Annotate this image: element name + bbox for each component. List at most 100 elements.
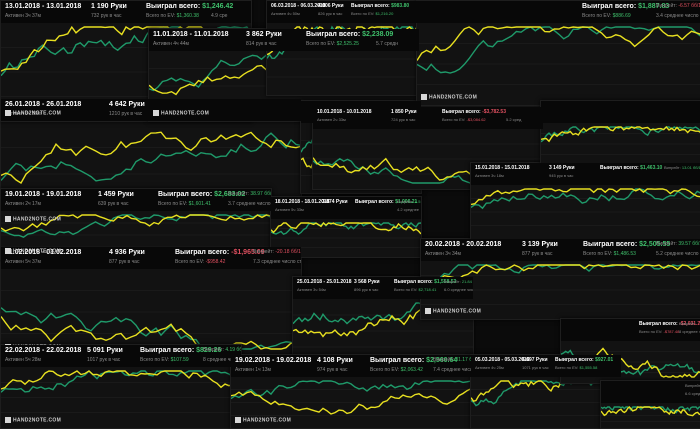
session-card: 25.01.2018 - 25.01.2018 Активен 3ч 54м 3 5…: [292, 276, 474, 364]
total-ev: Всего по EV: $107.59: [140, 357, 189, 363]
ev-label: Всего по EV:: [639, 329, 664, 334]
session-card: Выиграл всего: $1,887.83 Всего по EV: $88…: [416, 0, 700, 106]
avg-tables: 5.7 средн: [376, 41, 398, 47]
hands-count: 1 850 Руки: [391, 109, 417, 115]
session-header: Выиграл всего: -$2,031.77 Всего по EV: -$…: [561, 319, 700, 341]
winrate-value: -20.18 бб/100: [275, 249, 301, 255]
session-graph: [417, 26, 700, 85]
winrate-label: Винрейт:: [433, 357, 456, 363]
session-graph: [231, 380, 471, 416]
won-value: $927.01: [595, 357, 614, 363]
session-card: [540, 100, 700, 166]
won-value: $829.26: [196, 347, 222, 354]
session-graph: [541, 125, 700, 155]
winrate-value: 39.57 бб/100: [678, 241, 700, 247]
winrate-label: Винрейт:: [397, 199, 415, 204]
winrate: Винрейт: -20.18 бб/100: [253, 249, 301, 255]
won-value: $1,006.21: [395, 199, 418, 205]
winnings-line: [1, 370, 241, 390]
hands-count: 6 697 Руки: [522, 357, 548, 363]
active-time: Активен 4ч 25м: [475, 365, 504, 370]
won-label: Выиграл всего:: [140, 347, 197, 354]
winrate: Винрейт: 31.17 бб/100: [433, 357, 471, 363]
winrate-value: 4.5: [414, 199, 421, 204]
session-date: 06.03.2018 - 06.03.2018: [271, 3, 326, 9]
won-value: $2,560.64: [426, 357, 458, 364]
winrate: Винрейт: 4.19 бб/100: [203, 347, 241, 353]
hand2note-logo: HAND2NOTE.COM: [153, 109, 209, 116]
avg-tables: 3.7 среднее число столов: [228, 201, 271, 207]
avg-tables: 7.3 среднее число столов: [253, 259, 301, 265]
active-time: Активен 3ч 54м: [297, 287, 326, 292]
session-card: 19.02.2018 - 19.02.2018 Активен 1ч 13м 4 1…: [230, 354, 472, 429]
won-label: Выиграл всего:: [600, 165, 641, 171]
winrate-value: -6.57 бб/100: [678, 3, 700, 9]
total-won: Выиграл всего: $1,006.21: [355, 199, 417, 205]
active-time: Активен 2ч 33м: [317, 117, 346, 122]
total-won: Выиграл всего: $1,558.53: [394, 279, 456, 285]
won-value: $983.80: [391, 3, 410, 9]
won-value: $2,505.55: [639, 241, 671, 248]
active-time: Активен 5ч 37м: [5, 259, 41, 265]
winnings-line: [541, 125, 700, 143]
session-date: 13.01.2018 - 13.01.2018: [5, 3, 82, 10]
winnings-line: [1, 214, 271, 232]
ev-label: Всего по EV:: [158, 201, 189, 207]
hand2note-logo: HAND2NOTE.COM: [421, 93, 477, 100]
hand2note-icon: [5, 109, 11, 116]
winrate: Винрейт: -6.57 бб/100: [656, 3, 700, 9]
active-time: Активен 5ч 28м: [5, 357, 41, 363]
avg-tables: 6.0 среднее число столов: [444, 287, 473, 292]
total-ev: Всего по EV: $2,063.42: [370, 367, 423, 373]
won-label: Выиграл всего:: [355, 199, 396, 205]
winnings-line: [471, 188, 700, 206]
winrate: Винрейт: 38.97 бб/100: [228, 191, 271, 197]
total-won: Выиграл всего: -$2,031.77: [639, 321, 700, 327]
total-ev: Всего по EV: $886.69: [582, 13, 631, 19]
winrate-value: 38.97 бб/100: [250, 191, 271, 197]
logo-text: HAND2NOTE.COM: [13, 216, 62, 222]
ev-value: $2,063.42: [400, 367, 423, 373]
hands-count: 1 190 Руки: [91, 3, 127, 10]
ev-label: Всего по EV:: [140, 357, 171, 363]
session-card: 15.01.2018 - 15.01.2018 Активен 3ч 18м 3 1…: [470, 162, 700, 240]
ev-line: [1, 214, 271, 238]
active-time: Активен 5ч 33м: [275, 207, 304, 212]
won-label: Выиграл всего:: [306, 31, 363, 38]
total-won: Выиграл всего: -$1,965.09: [175, 249, 265, 256]
session-card: 06.03.2018 - 06.03.2018 Активен 4ч 50м 4 0…: [266, 0, 418, 96]
winrate: Винрейт: 13.01 бб/100: [664, 165, 700, 170]
ev-value: $2,525.25: [336, 41, 359, 47]
total-won: Выиграл всего: $2,505.55: [583, 241, 670, 248]
winrate-label: Винрейт:: [253, 249, 276, 255]
logo-text: HAND2NOTE.COM: [433, 308, 482, 314]
won-label: Выиграл всего:: [582, 3, 639, 10]
active-time: Активен 2ч 17м: [5, 201, 41, 207]
logo-text: HAND2NOTE.COM: [13, 248, 62, 254]
hand2note-icon: [5, 416, 11, 423]
winrate: Винрейт: 39.57 бб/100: [656, 241, 700, 247]
winrate: Винрейт: 4.5: [397, 199, 420, 204]
winrate: Винрейт: 6.81 бб/100: [685, 383, 700, 388]
avg-tables: 4.2 среднее: [397, 207, 420, 212]
hand2note-icon: [235, 416, 241, 423]
won-label: Выиграл всего:: [555, 357, 596, 363]
ev-label: Всего по EV:: [582, 13, 613, 19]
session-header: 18.01.2018 - 18.01.2018 Активен 5ч 33м 3 8…: [271, 197, 421, 219]
session-header: Винрейт: 6.81 бб/100 6.6 среднее число ст…: [601, 381, 700, 403]
total-won: Выиграл всего: $2,560.64: [370, 357, 457, 364]
ev-value: -$787.48: [663, 329, 680, 334]
hands-per-hour: 1210 рук в час: [109, 111, 143, 117]
ev-value: $886.69: [612, 13, 631, 19]
winrate-value: 21.84 бб/100: [461, 279, 473, 284]
hands-per-hour: 974 рук в час: [317, 367, 348, 373]
session-card: 01.02.2018 - 01.02.2018 Активен 5ч 37м 4 9…: [0, 246, 302, 356]
ev-value: $1,360.38: [176, 13, 199, 19]
ev-label: Всего по EV:: [351, 11, 376, 16]
hands-count: 3 862 Руки: [246, 31, 282, 38]
ev-value: $2,718.41: [418, 287, 437, 292]
total-ev: Всего по EV: $1,601.41: [158, 201, 211, 207]
session-date: 19.02.2018 - 19.02.2018: [235, 357, 312, 364]
hands-count: 4 006 Руки: [318, 3, 344, 9]
session-date: 25.01.2018 - 25.01.2018: [297, 279, 352, 285]
